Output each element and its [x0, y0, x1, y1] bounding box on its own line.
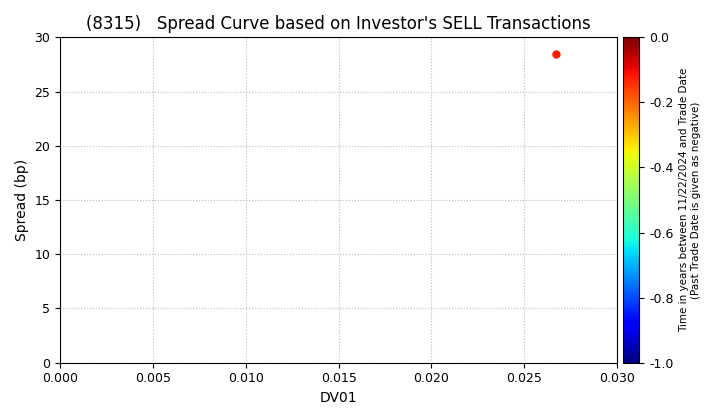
- X-axis label: DV01: DV01: [320, 391, 357, 405]
- Title: (8315)   Spread Curve based on Investor's SELL Transactions: (8315) Spread Curve based on Investor's …: [86, 15, 591, 33]
- Y-axis label: Spread (bp): Spread (bp): [15, 159, 29, 241]
- Point: [550, 50, 562, 57]
- Y-axis label: Time in years between 11/22/2024 and Trade Date
(Past Trade Date is given as neg: Time in years between 11/22/2024 and Tra…: [679, 68, 701, 332]
